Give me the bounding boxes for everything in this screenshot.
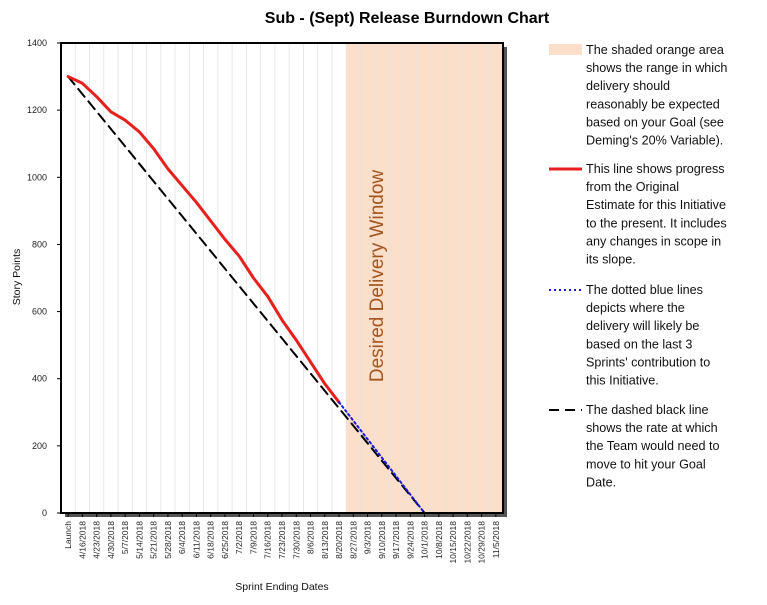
legend-text-line: depicts where the [586,301,685,315]
y-tick-label: 1200 [27,105,47,115]
x-tick-label: 7/16/2018 [263,521,273,559]
chart-title: Sub - (Sept) Release Burndown Chart [265,10,550,27]
x-tick-label: 4/16/2018 [77,521,87,559]
x-tick-label: 9/10/2018 [377,521,387,559]
legend-text-line: based on the last 3 [586,337,692,351]
x-tick-label: 6/18/2018 [206,521,216,559]
plot-area: 0 200 400 600 800 1000 1200 1400 Launch 4/16/2018… [27,38,507,564]
y-axis-label: Story Points [11,249,23,306]
legend-text-line: move to hit your Goal [586,457,706,471]
x-tick-label: 7/9/2018 [248,521,258,554]
legend-text-line: shows the range in which [586,61,727,75]
legend-text-line: The dashed black line [586,403,709,417]
y-tick-label: 800 [32,239,47,249]
x-axis-label: Sprint Ending Dates [235,581,328,593]
x-tick-label: 7/30/2018 [291,521,301,559]
legend-text-line: delivery should [586,79,670,93]
legend-entry: The dashed black line shows the rate at w… [549,403,720,489]
x-tick-label: 5/14/2018 [134,521,144,559]
x-tick-label: 6/11/2018 [191,521,201,558]
legend-text-line: its slope. [586,253,636,267]
x-tick-label: 5/28/2018 [163,521,173,559]
legend-text-line: Sprints' contribution to [586,355,710,369]
y-tick-label: 400 [32,374,47,384]
x-tick-label: 10/1/2018 [420,521,430,559]
y-tick-label: 200 [32,441,47,451]
goal-rate-series-line [67,75,426,514]
x-tick-label: 10/15/2018 [448,521,458,564]
x-tick-label: 5/7/2018 [120,521,130,554]
legend-text-line: Estimate for this Initiative [586,198,726,212]
legend-swatch-shaded [549,44,582,55]
x-tick-label: Launch [63,521,73,549]
progress-series-line [66,75,341,404]
legend-entry: The dotted blue lines depicts where the de… [549,283,710,388]
legend-text-line: The shaded orange area [586,43,724,57]
x-tick-label: 6/25/2018 [220,521,230,559]
x-tick-label: 8/6/2018 [306,521,316,554]
x-tick-label: 5/21/2018 [149,521,159,559]
legend-entry: The shaded orange area shows the range in… [549,43,727,148]
x-tick-label: 10/8/2018 [434,521,444,559]
delivery-window-shade [346,43,503,513]
x-tick-label: 4/30/2018 [106,521,116,559]
legend-text-line: Deming's 20% Variable). [586,134,723,148]
legend-entry: This line shows progress from the Origina… [549,162,727,267]
x-tick-label: 8/20/2018 [334,521,344,559]
x-tick-label: 4/23/2018 [92,521,102,559]
x-tick-label: 8/13/2018 [320,521,330,559]
x-tick-label: 7/2/2018 [234,521,244,554]
x-tick-label: 8/27/2018 [348,521,358,559]
x-tick-label: 6/4/2018 [177,521,187,554]
legend-text-line: based on your Goal (see [586,115,724,129]
legend-text-line: from the Original [586,180,679,194]
legend-text-line: this Initiative. [586,374,659,388]
delivery-window-label: Desired Delivery Window [367,170,388,383]
x-tick-label: 7/23/2018 [277,521,287,559]
x-tick-label: 9/17/2018 [391,521,401,559]
forecast-series-line [338,401,426,514]
x-tick-label: 10/22/2018 [462,521,472,564]
legend-text-line: to the present. It includes [586,216,727,230]
y-tick-label: 1400 [27,38,47,48]
x-tick-label: 11/5/2018 [491,521,501,558]
x-tick-label: 10/29/2018 [477,521,487,564]
x-tick-label: 9/3/2018 [363,521,373,554]
legend-text-line: any changes in scope in [586,234,721,248]
y-tick-label: 1000 [27,172,47,182]
legend-text-line: The dotted blue lines [586,283,703,297]
legend-text-line: This line shows progress [586,162,725,176]
legend-text-line: shows the rate at which [586,421,718,435]
y-tick-label: 0 [42,508,47,518]
legend: The shaded orange area shows the range in… [549,43,727,489]
x-tick-label: 9/24/2018 [405,521,415,559]
legend-text-line: delivery will likely be [586,319,699,333]
legend-text-line: Date. [586,475,616,489]
legend-text-line: the Team would need to [586,439,720,453]
y-tick-label: 600 [32,307,47,317]
legend-text-line: reasonably be expected [586,97,720,111]
